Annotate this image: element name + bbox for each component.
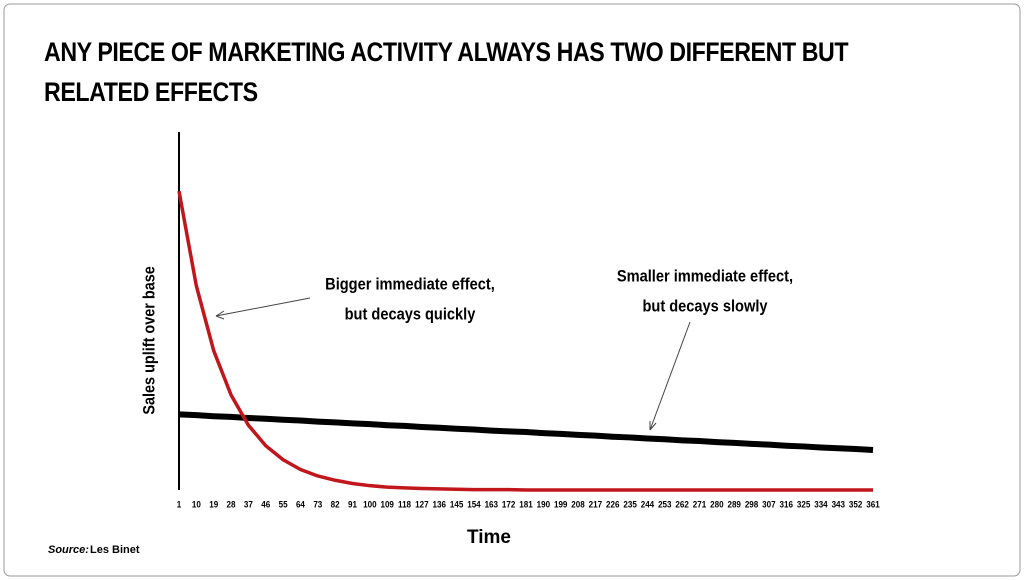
x-tick-label: 91 (348, 499, 357, 510)
x-tick-label: 316 (780, 499, 794, 510)
x-tick-label: 325 (797, 499, 811, 510)
x-tick-label: 343 (832, 499, 846, 510)
x-tick-label: 82 (331, 499, 340, 510)
arrow (649, 321, 691, 431)
x-tick-label: 19 (209, 499, 218, 510)
x-tick-label: 37 (244, 499, 253, 510)
x-tick-label: 46 (261, 499, 270, 510)
x-tick-label: 280 (710, 499, 724, 510)
x-tick-label: 109 (380, 499, 394, 510)
annotation: but decays quickly (345, 306, 476, 324)
annotation: Bigger immediate effect, (325, 276, 495, 294)
arrow-head (649, 421, 657, 431)
x-tick-label: 145 (450, 499, 464, 510)
x-tick-label: 289 (727, 499, 741, 510)
x-tick-label: 118 (398, 499, 411, 510)
annotation: Smaller immediate effect, (617, 268, 793, 286)
x-tick-label: 181 (519, 499, 533, 510)
x-axis-label: Time (467, 527, 511, 548)
x-tick-label: 127 (415, 499, 429, 510)
x-tick-label: 298 (745, 499, 759, 510)
x-tick-label: 154 (467, 499, 481, 510)
x-tick-label: 217 (589, 499, 603, 510)
frame (3, 3, 1021, 577)
x-tick-label: 1 (177, 499, 182, 510)
x-tick-label: 352 (849, 499, 863, 510)
annotation: but decays slowly (642, 298, 767, 316)
x-tick-label: 244 (641, 499, 655, 510)
x-tick-label: 361 (866, 499, 880, 510)
x-tick-label: 271 (693, 499, 707, 510)
x-tick-label: 28 (227, 499, 236, 510)
x-tick-label: 334 (814, 499, 828, 510)
title: ANY PIECE OF MARKETING ACTIVITY ALWAYS H… (44, 37, 849, 107)
x-tick-label: 208 (571, 499, 585, 510)
line (177, 190, 873, 492)
x-tick-label: 307 (762, 499, 776, 510)
source-label: Source: (48, 544, 89, 556)
source: Les Binet (90, 544, 140, 556)
x-tick-label: 253 (658, 499, 672, 510)
x-tick-label: 10 (192, 499, 201, 510)
x-tick-label: 190 (537, 499, 551, 510)
line (178, 411, 874, 454)
x-tick-label: 262 (675, 499, 689, 510)
x-tick-label: 172 (502, 499, 516, 510)
x-tick-label: 136 (433, 499, 447, 510)
x-tick-label: 235 (623, 499, 637, 510)
arrow-head (215, 310, 225, 320)
x-tick-label: 64 (296, 499, 305, 510)
y-axis-label: Sales uplift over base (140, 266, 158, 415)
x-tick-label: 55 (279, 499, 288, 510)
arrow (215, 297, 311, 317)
x-tick-label: 163 (485, 499, 499, 510)
x-tick-label: 199 (554, 499, 568, 510)
x-tick-label: 226 (606, 499, 620, 510)
x-tick-label: 73 (313, 499, 322, 510)
x-tick-label: 100 (363, 499, 377, 510)
